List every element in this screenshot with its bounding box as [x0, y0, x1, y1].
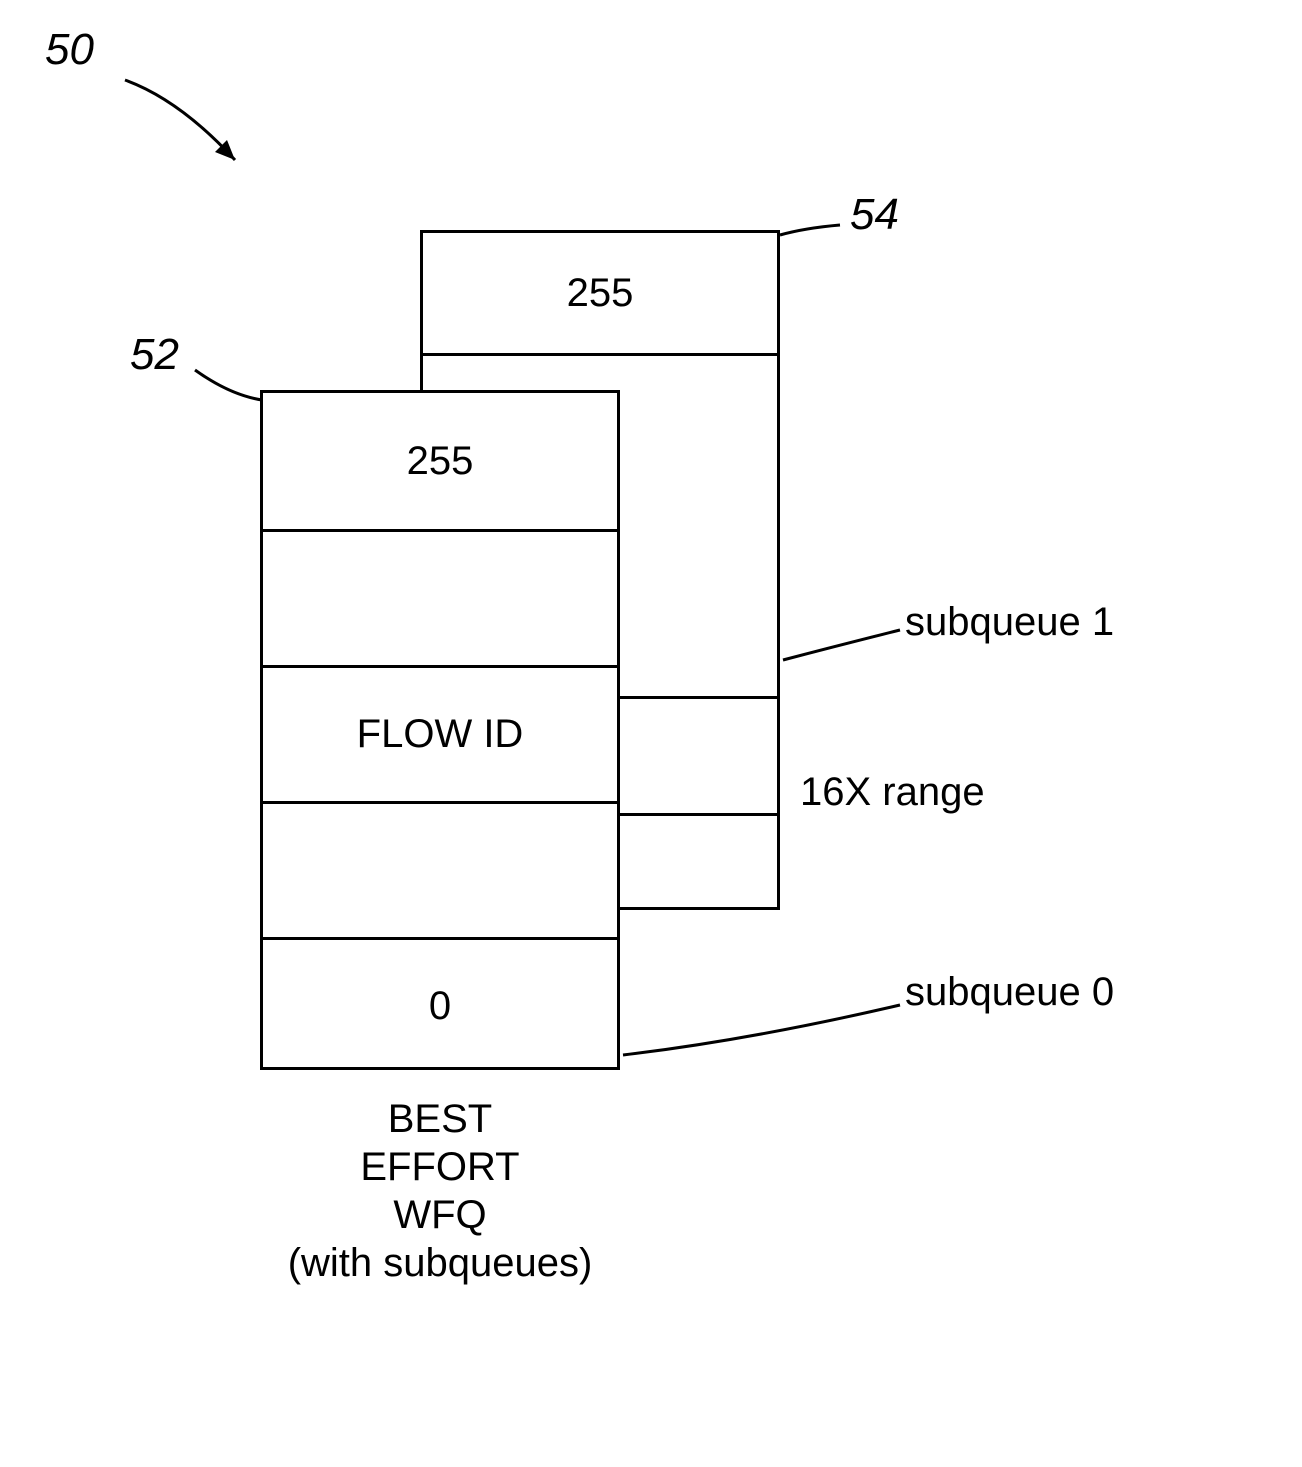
back-queue-divider-1 — [423, 353, 777, 356]
label-range: 16X range — [800, 770, 985, 815]
diagram-canvas: 50 54 52 255 255 FLOW ID 0 subqueue 1 16… — [0, 0, 1302, 1467]
front-queue-row-1 — [263, 529, 617, 665]
ref-back: 54 — [850, 190, 899, 240]
front-queue-row-0: 255 — [263, 393, 617, 529]
front-queue-top-value: 255 — [407, 439, 474, 484]
diagram-caption: BEST EFFORT WFQ (with subqueues) — [210, 1095, 670, 1287]
back-queue-top-cell: 255 — [423, 233, 777, 353]
caption-line-1: BEST — [210, 1095, 670, 1143]
front-queue: 255 FLOW ID 0 — [260, 390, 620, 1070]
label-subqueue-1: subqueue 1 — [905, 600, 1114, 645]
ref-front: 52 — [130, 330, 179, 380]
back-queue-top-value: 255 — [567, 271, 634, 316]
front-queue-bottom-value: 0 — [429, 984, 451, 1029]
front-queue-row-2: FLOW ID — [263, 665, 617, 801]
caption-line-2: EFFORT — [210, 1143, 670, 1191]
caption-line-3: WFQ — [210, 1191, 670, 1239]
ref-main: 50 — [45, 25, 94, 75]
caption-line-4: (with subqueues) — [210, 1239, 670, 1287]
label-subqueue-0: subqueue 0 — [905, 970, 1114, 1015]
front-queue-mid-value: FLOW ID — [357, 712, 524, 757]
front-queue-row-3 — [263, 801, 617, 937]
front-queue-row-4: 0 — [263, 937, 617, 1073]
